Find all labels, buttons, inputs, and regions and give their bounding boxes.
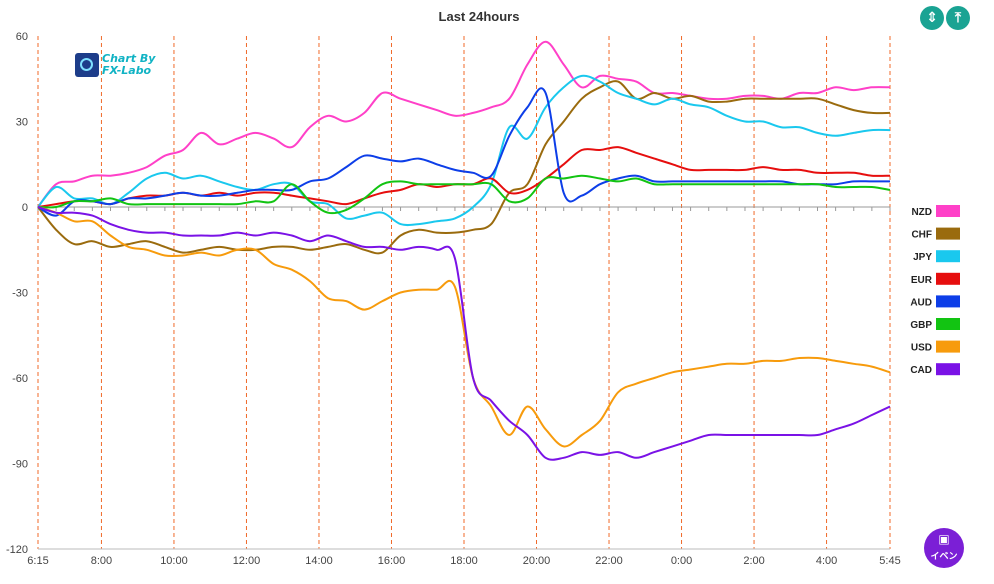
legend-label-usd: USD [911,343,932,354]
event-button-label: イベン [930,552,958,562]
series-line-nzd [37,40,891,208]
logo-line-1: Chart By [102,52,156,65]
series-line-usd [37,206,891,448]
event-button[interactable]: ▣ イベン [924,528,964,568]
align-top-icon: ⤒ [954,10,962,26]
x-tick-label: 12:00 [233,555,261,567]
series-line-aud [37,87,890,217]
series-line-gbp [37,174,891,215]
chart-grid [37,36,891,549]
y-tick-label: 30 [16,117,28,129]
legend-label-gbp: GBP [910,320,932,331]
series-line-cad [37,206,891,461]
x-tick-label: 22:00 [595,555,623,567]
y-tick-label: 0 [22,202,28,214]
x-tick-label: 14:00 [305,555,333,567]
legend-label-cad: CAD [910,365,932,376]
legend-swatch-cad [936,363,960,376]
legend-swatch-aud [936,295,960,308]
calendar-icon: ▣ [938,532,950,546]
y-tick-label: -90 [12,459,28,471]
y-tick-label: -120 [6,544,28,556]
compress-vertical-icon: ⇕ [926,10,938,26]
compress-vertical-button[interactable]: ⇕ [920,6,944,30]
legend-label-chf: CHF [911,230,932,241]
magnifier-logo-icon [75,53,99,77]
x-tick-label: 18:00 [450,555,478,567]
x-tick-label: 8:00 [91,555,112,567]
x-tick-label: 4:00 [816,555,837,567]
x-tick-label: 5:45 [879,555,900,567]
legend-label-eur: EUR [911,275,933,286]
legend-swatch-chf [936,227,960,240]
x-tick-label: 6:15 [27,555,48,567]
chart-title: Last 24hours [439,9,520,24]
legend-label-jpy: JPY [913,252,932,263]
logo-line-2: FX-Labo [102,64,152,77]
fx-labo-logo: Chart By FX-Labo [75,53,155,77]
y-tick-label: -30 [12,288,28,300]
legend-label-nzd: NZD [911,207,932,218]
y-tick-label: -60 [12,373,28,385]
legend-swatch-jpy [936,250,960,263]
y-tick-label: 60 [16,31,28,43]
align-top-button[interactable]: ⤒ [946,6,970,30]
x-tick-label: 10:00 [160,555,188,567]
legend-swatch-gbp [936,318,960,330]
x-tick-label: 20:00 [523,555,551,567]
x-tick-label: 0:00 [671,555,692,567]
legend-swatch-eur [936,272,960,285]
legend-label-aud: AUD [910,297,932,308]
series-line-jpy [37,74,891,227]
x-tick-label: 16:00 [378,555,406,567]
legend-swatch-nzd [936,205,960,217]
x-tick-label: 2:00 [743,555,764,567]
chart-legend: NZD CHF JPY EUR AUD GBP USD CAD [910,205,960,376]
series-line-chf [37,80,891,255]
chart-series [37,40,891,461]
logo-text: Chart By FX-Labo [102,53,155,77]
legend-swatch-usd [936,340,960,353]
